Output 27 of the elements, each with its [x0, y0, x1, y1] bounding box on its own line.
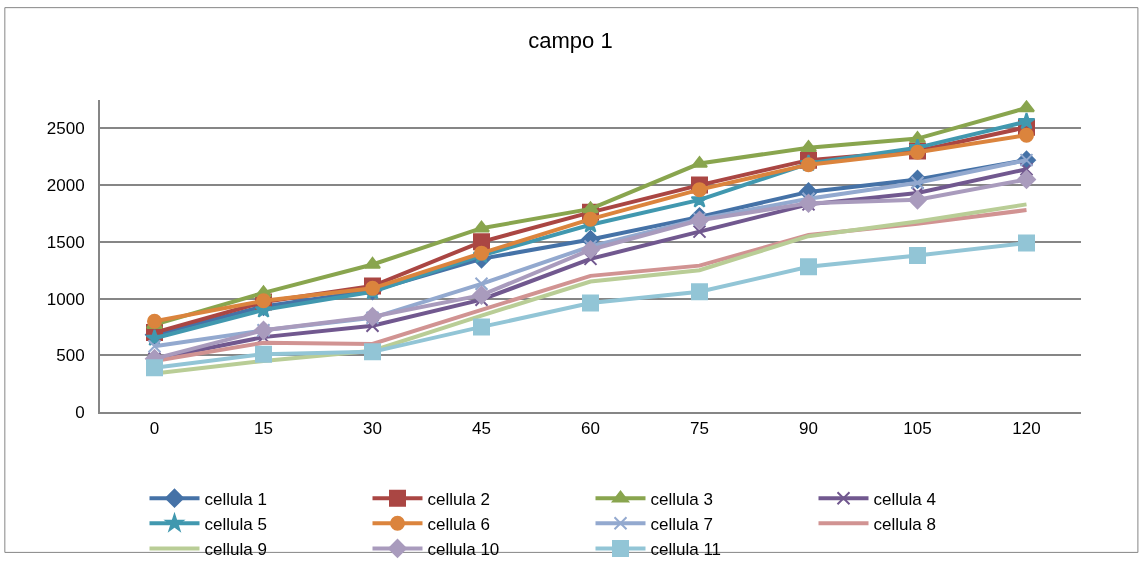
legend-label: cellula 2: [427, 489, 490, 509]
y-tick-label: 2500: [46, 119, 85, 139]
legend-label: cellula 4: [873, 489, 936, 509]
x-tick-label: 90: [799, 419, 818, 439]
legend-label: cellula 10: [427, 540, 500, 560]
x-tick-label: 105: [903, 419, 932, 439]
x-tick-label: 60: [581, 419, 600, 439]
x-tick-label: 45: [472, 419, 491, 439]
legend-label: cellula 5: [204, 514, 267, 534]
legend-label: cellula 3: [650, 489, 713, 509]
x-tick-label: 120: [1012, 419, 1041, 439]
legend-label: cellula 9: [204, 540, 267, 560]
y-tick-label: 1000: [46, 289, 85, 309]
x-tick-label: 30: [363, 419, 382, 439]
legend-label: cellula 1: [204, 489, 267, 509]
y-tick-label: 2000: [46, 176, 85, 196]
legend-label: cellula 11: [650, 540, 722, 560]
y-tick-label: 1500: [46, 232, 85, 252]
legend-label: cellula 7: [650, 514, 713, 534]
legend-label: cellula 8: [873, 514, 936, 534]
x-tick-label: 15: [254, 419, 273, 439]
y-tick-label: 0: [75, 402, 85, 422]
y-tick-label: 500: [56, 346, 85, 366]
chart-title: campo 1: [528, 28, 613, 54]
legend-label: cellula 6: [427, 514, 490, 534]
x-tick-label: 0: [149, 419, 160, 439]
x-tick-label: 75: [690, 419, 709, 439]
